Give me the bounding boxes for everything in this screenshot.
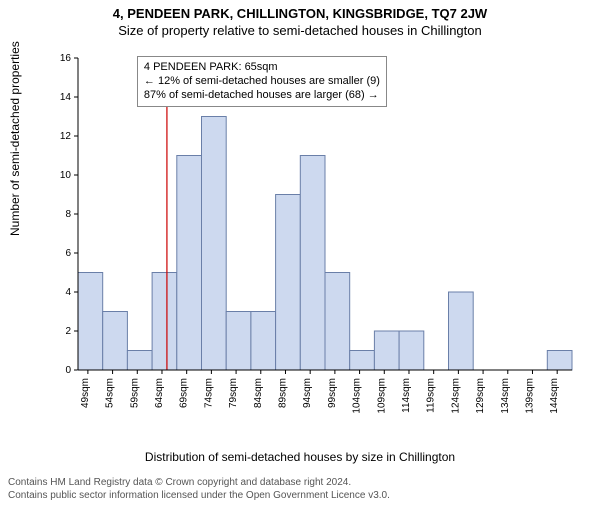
svg-text:0: 0 — [65, 365, 71, 376]
x-tick-label: 84sqm — [253, 378, 264, 408]
x-tick-label: 109sqm — [376, 378, 387, 414]
histogram-bar — [103, 312, 128, 371]
x-tick-label: 54sqm — [105, 378, 116, 408]
svg-text:12: 12 — [60, 131, 72, 142]
y-axis-label: Number of semi-detached properties — [8, 41, 22, 236]
x-tick-label: 89sqm — [277, 378, 288, 408]
svg-text:14: 14 — [60, 92, 72, 103]
x-tick-label: 94sqm — [302, 378, 313, 408]
histogram-bar — [350, 351, 375, 371]
histogram-bar — [78, 273, 103, 371]
footer-line-1: Contains HM Land Registry data © Crown c… — [8, 477, 390, 490]
x-tick-label: 69sqm — [179, 378, 190, 408]
x-tick-label: 129sqm — [475, 378, 486, 414]
histogram-bar — [374, 331, 399, 370]
histogram-bar — [276, 195, 301, 371]
annotation-line-2: ← 12% of semi-detached houses are smalle… — [144, 75, 380, 89]
histogram-bar — [449, 292, 474, 370]
chart-area: 0 2 4 6 8 10 12 14 16 49sqm 54sqm 59sqm 64sqm 69sqm 74… — [50, 52, 580, 432]
x-tick-label: 104sqm — [352, 378, 363, 414]
histogram-bar — [547, 351, 572, 371]
histogram-bar — [177, 156, 202, 371]
histogram-bar — [325, 273, 350, 371]
svg-text:8: 8 — [65, 209, 71, 220]
x-tick-label: 79sqm — [228, 378, 239, 408]
x-axis-label: Distribution of semi-detached houses by … — [0, 450, 600, 464]
footer-line-2: Contains public sector information licen… — [8, 490, 390, 503]
histogram-bar — [300, 156, 325, 371]
svg-text:16: 16 — [60, 53, 72, 64]
histogram-bar — [127, 351, 152, 371]
x-tick-label: 114sqm — [401, 378, 412, 413]
x-tick-label: 144sqm — [549, 378, 560, 414]
annotation-line-1: 4 PENDEEN PARK: 65sqm — [144, 61, 380, 75]
page-title-address: 4, PENDEEN PARK, CHILLINGTON, KINGSBRIDG… — [0, 6, 600, 21]
annotation-box: 4 PENDEEN PARK: 65sqm ← 12% of semi-deta… — [137, 56, 387, 107]
histogram-bar — [251, 312, 276, 371]
histogram-bar — [152, 273, 177, 371]
x-tick-label: 59sqm — [129, 378, 140, 408]
histogram-bar — [226, 312, 251, 371]
x-tick-label: 139sqm — [524, 378, 535, 414]
footer-attribution: Contains HM Land Registry data © Crown c… — [8, 477, 390, 502]
histogram-bar — [202, 117, 227, 371]
x-tick-label: 74sqm — [203, 378, 214, 408]
x-tick-label: 119sqm — [426, 378, 437, 413]
svg-text:6: 6 — [65, 248, 71, 259]
svg-text:10: 10 — [60, 170, 72, 181]
x-tick-label: 64sqm — [154, 378, 165, 408]
annotation-line-3: 87% of semi-detached houses are larger (… — [144, 89, 380, 103]
histogram-chart: 0 2 4 6 8 10 12 14 16 49sqm 54sqm 59sqm 64sqm 69sqm 74… — [50, 52, 580, 432]
x-tick-label: 124sqm — [450, 378, 461, 414]
histogram-bar — [399, 331, 424, 370]
svg-text:2: 2 — [65, 326, 71, 337]
svg-text:4: 4 — [65, 287, 71, 298]
x-tick-label: 49sqm — [80, 378, 91, 408]
x-tick-label: 99sqm — [327, 378, 338, 408]
page-title-description: Size of property relative to semi-detach… — [0, 23, 600, 38]
x-tick-label: 134sqm — [500, 378, 511, 414]
